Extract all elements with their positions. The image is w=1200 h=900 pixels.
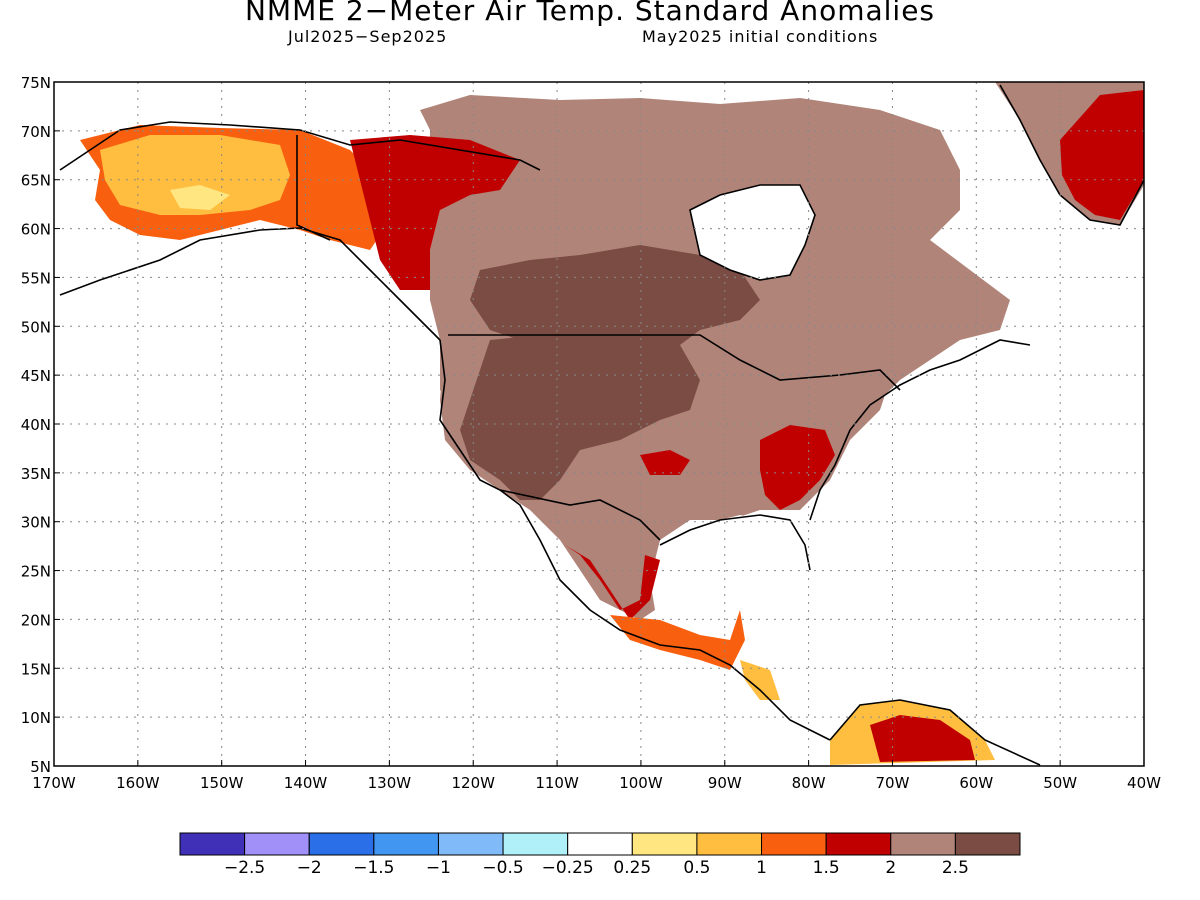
lat-label: 75N — [21, 74, 51, 92]
coast-southamerica — [829, 699, 1041, 766]
colorbar-label: −2.5 — [224, 858, 265, 878]
hudson-bay — [690, 185, 815, 280]
colorbar — [179, 832, 1021, 856]
field-dark-brown-west — [460, 335, 700, 500]
colorbar-label: −0.25 — [542, 858, 594, 878]
colorbar-swatch — [825, 832, 892, 856]
colorbar-label: 0.5 — [683, 858, 710, 878]
lon-label: 60W — [959, 774, 993, 792]
field-greenland-red — [1060, 90, 1144, 220]
colorbar-swatch — [696, 832, 763, 856]
coast-westus — [439, 339, 831, 741]
field-alaska-pale — [170, 185, 230, 210]
field-dark-brown-north — [470, 245, 760, 345]
field-alaska-yellow — [100, 135, 290, 215]
graticule — [54, 82, 1144, 766]
colorbar-swatch — [308, 832, 375, 856]
lat-label: 5N — [30, 758, 51, 776]
field-centralamerica-yellow — [740, 660, 780, 700]
colorbar-swatch — [761, 832, 827, 856]
lat-label: 45N — [21, 367, 51, 385]
colorbar-swatch — [631, 832, 698, 856]
colorbar-swatch — [373, 832, 439, 856]
colorbar-label: 2 — [885, 858, 896, 878]
lat-label: 10N — [21, 709, 51, 727]
colorbar-swatch — [954, 832, 1021, 856]
field-southplains-red — [640, 450, 690, 475]
anomaly-fields — [80, 82, 1144, 765]
valid-period: Jul2025−Sep2025 — [288, 27, 448, 46]
coast-gulf — [659, 514, 811, 571]
border-alaska-canada — [296, 135, 331, 241]
lat-label: 65N — [21, 172, 51, 190]
lon-label: 110W — [535, 774, 579, 792]
coast-east — [809, 339, 1031, 521]
colorbar-label: 0.25 — [613, 858, 651, 878]
colorbar-swatch — [502, 832, 569, 856]
colorbar-label: 2.5 — [942, 858, 969, 878]
coast-alaska — [59, 121, 541, 341]
lon-label: 40W — [1127, 774, 1161, 792]
colorbar-label: −0.5 — [482, 858, 523, 878]
lat-label: 70N — [21, 123, 51, 141]
lon-label: 160W — [116, 774, 160, 792]
lat-label: 40N — [21, 416, 51, 434]
lon-label: 50W — [1043, 774, 1077, 792]
lat-label: 35N — [21, 465, 51, 483]
lat-label: 55N — [21, 269, 51, 287]
colorbar-swatch — [890, 832, 956, 856]
lat-label: 50N — [21, 318, 51, 336]
lon-label: 170W — [32, 774, 76, 792]
lon-label: 100W — [619, 774, 663, 792]
longitude-labels: 170W 160W 150W 140W 130W 120W 110W 100W 90W 80W 70… — [32, 760, 1161, 792]
lat-label: 60N — [21, 221, 51, 239]
border-us-mexico — [499, 489, 661, 541]
colorbar-label: 1 — [756, 858, 767, 878]
coastlines — [59, 84, 1145, 766]
field-southamerica-red — [870, 715, 975, 762]
lat-label: 30N — [21, 514, 51, 532]
lon-label: 70W — [876, 774, 910, 792]
lon-label: 120W — [451, 774, 495, 792]
lon-label: 90W — [708, 774, 742, 792]
lat-label: 25N — [21, 563, 51, 581]
field-southeast-red — [760, 425, 835, 510]
colorbar-label: −1.5 — [353, 858, 394, 878]
lon-label: 130W — [368, 774, 412, 792]
field-yukon-red — [350, 135, 520, 290]
initial-conditions: May2025 initial conditions — [642, 27, 879, 46]
coast-hudson — [689, 184, 816, 281]
field-mexico-red — [565, 545, 660, 620]
colorbar-swatch — [179, 832, 246, 856]
lon-label: 80W — [792, 774, 826, 792]
colorbar-label: 1.5 — [813, 858, 840, 878]
latitude-labels: 75N 70N 65N 60N 55N 50N 45N 40N 35N 30N 25N 20N 15N 1… — [21, 74, 60, 776]
lon-label: 150W — [200, 774, 244, 792]
colorbar-labels: −2.5 −2 −1.5 −1 −0.5 −0.25 0.25 0.5 1 1.5 2 2.5 — [224, 858, 969, 878]
colorbar-swatch — [567, 832, 633, 856]
map-title: NMME 2−Meter Air Temp. Standard Anomalie… — [244, 0, 936, 27]
colorbar-label: −1 — [426, 858, 451, 878]
colorbar-label: −2 — [297, 858, 322, 878]
lat-label: 15N — [21, 660, 51, 678]
lon-label: 140W — [284, 774, 328, 792]
colorbar-swatch — [437, 832, 504, 856]
border-us-canada — [448, 334, 901, 391]
gulf-of-mexico — [660, 515, 800, 600]
colorbar-swatch — [244, 832, 310, 856]
lat-label: 20N — [21, 611, 51, 629]
